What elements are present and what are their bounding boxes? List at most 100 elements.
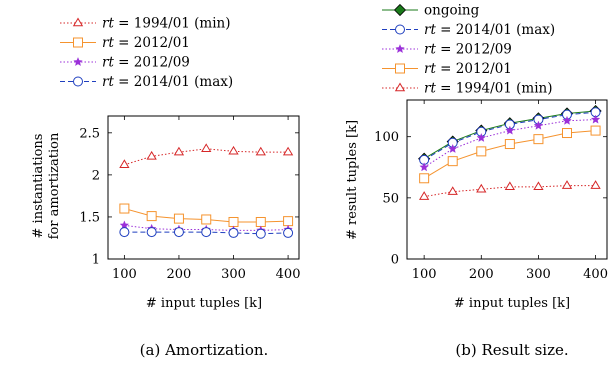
legend-label-variable: rt xyxy=(102,55,114,71)
legend-entry: rt = 2014/01 (max) xyxy=(382,22,555,38)
triangle-marker xyxy=(447,186,458,195)
triangle-marker xyxy=(146,150,157,160)
x-tick-label: 400 xyxy=(583,267,608,282)
square-marker xyxy=(590,125,601,136)
square-marker xyxy=(201,214,212,225)
legend-label-variable: rt xyxy=(102,35,114,51)
axes: 100 200 300 400 1 1.5 2 2.5 xyxy=(79,116,300,282)
star-marker xyxy=(448,144,458,153)
x-axis-label: # input tuples [k] xyxy=(146,296,262,311)
plot-frame xyxy=(107,115,300,260)
triangle-marker xyxy=(119,159,130,168)
triangle-marker xyxy=(561,180,573,189)
y-tick-label: 2.5 xyxy=(79,126,100,141)
triangle-marker xyxy=(72,17,84,27)
legend-entry: ongoing xyxy=(382,3,480,19)
data-series xyxy=(419,107,601,165)
legend-label-value: = 2012/01 xyxy=(114,35,190,51)
square-marker xyxy=(476,146,487,157)
square-marker xyxy=(73,37,83,48)
circle-marker xyxy=(283,227,294,238)
legend-label-value: = 2012/09 xyxy=(436,42,512,58)
x-tick-label: 300 xyxy=(526,267,551,282)
caption: (b) Result size. xyxy=(455,341,568,359)
star-marker xyxy=(505,125,515,135)
legend-label-value: ongoing xyxy=(424,3,480,19)
legend-label-variable: rt xyxy=(102,16,114,32)
caption: (a) Amortization. xyxy=(140,341,269,359)
legend-entry: rt = 2012/09 xyxy=(382,42,512,58)
square-marker xyxy=(447,156,458,167)
star-marker xyxy=(395,44,405,53)
legend-label-value: = 2012/09 xyxy=(114,55,190,71)
data-series xyxy=(418,104,602,165)
star-marker xyxy=(590,114,601,124)
y-tick-label: 50 xyxy=(382,191,399,206)
star-marker xyxy=(476,133,486,142)
legend-label: ongoing xyxy=(424,3,480,19)
circle-marker xyxy=(395,24,405,35)
legend-label-value: = 1994/01 (min) xyxy=(114,16,231,32)
legend-label: rt = 2012/09 xyxy=(424,42,512,58)
legend-label-variable: rt xyxy=(424,22,436,38)
square-marker xyxy=(146,211,157,222)
series-group xyxy=(418,104,602,200)
star-marker xyxy=(533,120,544,130)
diamond-marker xyxy=(393,3,407,17)
data-series xyxy=(119,203,294,227)
circle-marker xyxy=(119,227,130,238)
triangle-marker xyxy=(418,191,430,200)
legend-label: rt = 1994/01 (min) xyxy=(102,16,231,32)
square-marker xyxy=(533,134,544,145)
y-axis-label: # result tuples [k] xyxy=(345,120,360,240)
triangle-marker xyxy=(282,146,294,156)
legend-label: rt = 2012/09 xyxy=(102,55,190,71)
star-marker xyxy=(419,162,429,172)
data-series xyxy=(419,114,601,172)
y-tick-label: 0 xyxy=(391,253,399,268)
legend-label-value: = 1994/01 (min) xyxy=(436,81,553,97)
square-marker xyxy=(504,139,515,150)
circle-marker xyxy=(173,227,184,238)
y-tick-label: 1.5 xyxy=(79,210,100,225)
triangle-marker xyxy=(201,143,212,153)
x-tick-label: 400 xyxy=(276,267,301,282)
square-marker xyxy=(419,173,430,184)
circle-marker xyxy=(228,227,239,238)
triangle-marker xyxy=(228,145,239,155)
triangle-marker xyxy=(394,82,406,92)
x-axis-label: # input tuples [k] xyxy=(454,296,570,311)
triangle-marker xyxy=(590,180,601,189)
triangle-marker xyxy=(476,183,487,193)
square-marker xyxy=(283,216,294,227)
x-tick-label: 100 xyxy=(112,267,137,282)
x-tick-label: 200 xyxy=(167,267,192,282)
circle-marker xyxy=(73,76,83,87)
series-group xyxy=(119,143,294,239)
data-series xyxy=(119,227,294,239)
square-marker xyxy=(119,203,130,214)
square-marker xyxy=(173,213,184,224)
star-marker xyxy=(562,115,572,125)
legend-label-value: = 2014/01 (max) xyxy=(114,74,233,90)
data-series xyxy=(419,125,601,184)
legend-label: rt = 2012/01 xyxy=(102,35,190,51)
legend-label-variable: rt xyxy=(424,81,436,97)
legend-label: rt = 1994/01 (min) xyxy=(424,81,553,97)
data-series xyxy=(418,180,601,200)
y-axis-label-line-2: for amortization xyxy=(47,132,62,239)
star-marker xyxy=(73,57,83,66)
x-tick-label: 100 xyxy=(412,267,437,282)
y-tick-label: 2 xyxy=(92,168,100,183)
legend-label-value: = 2012/01 xyxy=(436,61,512,77)
square-marker xyxy=(228,216,239,227)
square-marker xyxy=(395,63,405,74)
legend-entry: rt = 1994/01 (min) xyxy=(382,81,553,97)
legend-entry: rt = 2012/01 xyxy=(382,61,512,77)
legend-label: rt = 2014/01 (max) xyxy=(424,22,555,38)
legend-label: rt = 2012/01 xyxy=(424,61,512,77)
